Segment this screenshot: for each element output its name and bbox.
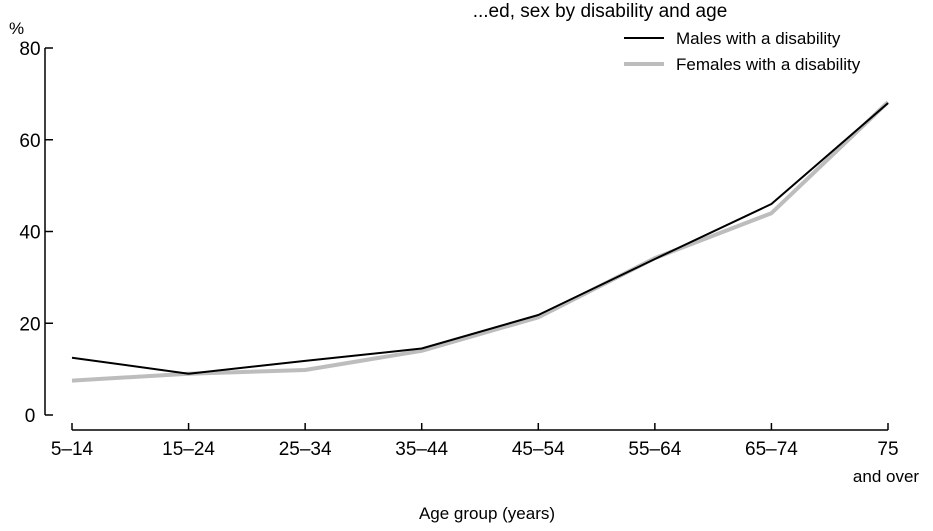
x-axis-title: Age group (years) — [419, 504, 555, 523]
y-tick-label: 40 — [19, 223, 40, 244]
x-tick-label: 55–64 — [628, 439, 681, 460]
y-tick-label: 60 — [19, 131, 40, 152]
chart-title-fragment: ...ed, sex by disability and age — [473, 1, 728, 22]
x-tick-label: 35–44 — [395, 439, 448, 460]
x-tick-label: 75 — [877, 439, 898, 460]
x-tick-label: 65–74 — [745, 439, 798, 460]
x-tick-label: 5–14 — [51, 439, 94, 460]
x-tick-label: 15–24 — [162, 439, 215, 460]
legend-label: Males with a disability — [676, 29, 841, 48]
series-line-males — [71, 102, 889, 375]
y-axis-unit: % — [9, 19, 24, 38]
legend-label: Females with a disability — [676, 55, 861, 74]
x-tick-label: 45–54 — [512, 439, 565, 460]
x-tick-label-line2: and over — [853, 467, 919, 486]
y-tick-label: 20 — [19, 314, 40, 335]
series-line-females — [71, 100, 890, 383]
x-tick-label: 25–34 — [279, 439, 332, 460]
y-tick-label: 0 — [25, 406, 36, 427]
y-tick-label: 80 — [19, 39, 40, 60]
